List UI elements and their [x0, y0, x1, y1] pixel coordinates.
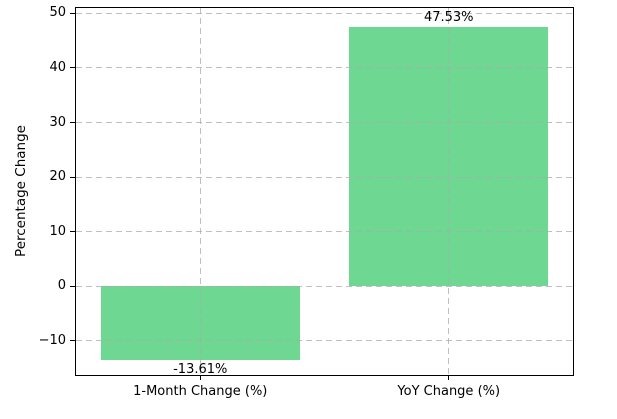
y-tick-mark: [70, 340, 75, 342]
x-tick-mark: [448, 376, 450, 380]
y-gridline: [76, 285, 573, 287]
y-tick-label: 30: [49, 114, 66, 130]
y-tick-mark: [70, 122, 75, 124]
x-gridline: [199, 8, 201, 375]
x-gridline: [448, 8, 450, 375]
x-tick-label-yoy-change: YoY Change (%): [397, 384, 501, 399]
y-gridline: [76, 176, 573, 178]
x-tick-label-1-month-change: 1-Month Change (%): [133, 384, 268, 399]
y-tick-label: 20: [49, 169, 66, 185]
y-gridline: [76, 67, 573, 69]
bar-value-label-yoy-change: 47.53%: [423, 9, 474, 25]
plot-area: [75, 7, 574, 376]
y-tick-mark: [70, 176, 75, 178]
y-tick-label: 0: [57, 278, 66, 294]
y-tick-mark: [70, 231, 75, 233]
y-gridline: [76, 340, 573, 342]
y-gridline: [76, 12, 573, 14]
y-tick-label: 40: [49, 59, 66, 75]
y-tick-mark: [70, 12, 75, 14]
y-gridline: [76, 231, 573, 233]
y-tick-mark: [70, 67, 75, 69]
y-gridline: [76, 122, 573, 124]
bar-value-label-1-month-change: -13.61%: [173, 362, 228, 378]
x-tick-mark: [199, 376, 201, 380]
y-tick-mark: [70, 285, 75, 287]
y-tick-label: −10: [38, 332, 66, 348]
y-tick-label: 10: [49, 223, 66, 239]
y-tick-label: 50: [49, 5, 66, 21]
